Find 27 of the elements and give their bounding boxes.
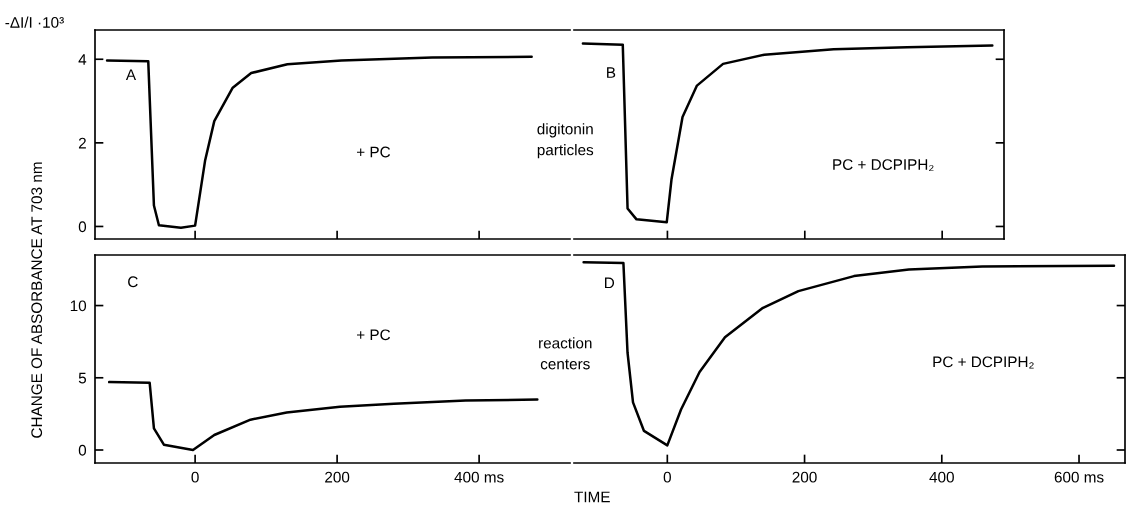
annotation: C (128, 276, 138, 288)
text: -ΔI/I ·10³ (5, 16, 64, 28)
y-tick-label: 0 (78, 444, 87, 456)
annotation: reaction centers (539, 337, 592, 370)
x-axis-title: TIME (574, 491, 610, 503)
y-tick-label: 0 (78, 221, 87, 233)
x-tick-label: 400 (929, 471, 954, 483)
x-tick-label: 400 ms (454, 471, 504, 483)
x-tick-label: 200 (325, 471, 350, 483)
annotation: + PC (357, 146, 391, 158)
x-tick-label: 0 (191, 471, 199, 483)
annotation: + PC (357, 329, 391, 341)
annotation: A (125, 69, 137, 80)
y-axis-title: CHANGE OF ABSORBANCE AT 703 nm (31, 162, 43, 438)
y-tick-label: 4 (78, 54, 87, 65)
annotation: D (605, 277, 615, 289)
y-tick-label: 10 (70, 300, 87, 312)
y-tick-label: 5 (78, 372, 87, 384)
annotation: digitonin particles (537, 123, 594, 159)
y-tick-label: 2 (78, 137, 86, 149)
x-tick-label: 600 ms (1054, 471, 1104, 483)
annotation: PC + DCPIPH₂ (933, 356, 1034, 369)
annotation: PC + DCPIPH₂ (833, 159, 934, 172)
annotation: B (607, 67, 616, 78)
line-series (107, 380, 539, 452)
x-tick-label: 0 (663, 471, 671, 483)
x-tick-label: 200 (792, 471, 817, 483)
